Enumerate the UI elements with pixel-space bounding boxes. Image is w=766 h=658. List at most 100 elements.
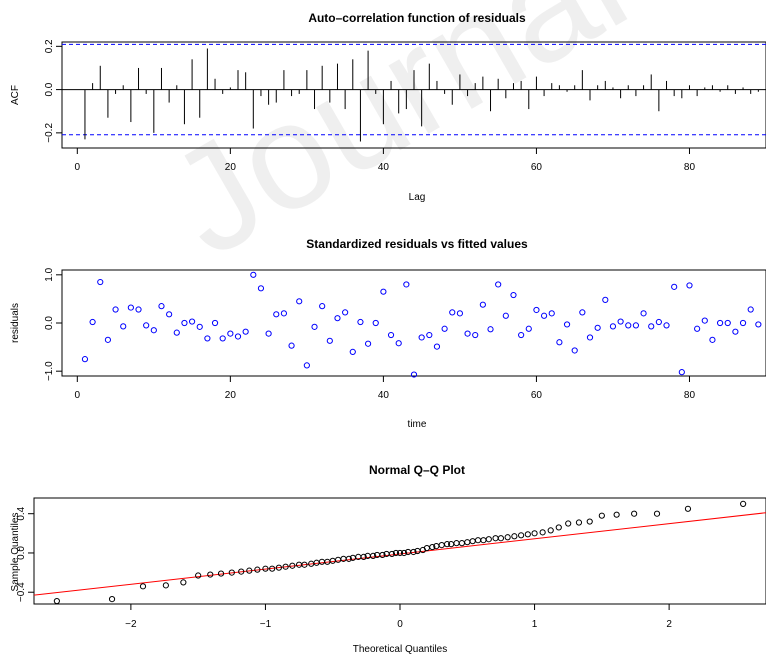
residual-point (510, 291, 517, 299)
residual-point (732, 328, 739, 335)
y-tick-label: −0.4 (16, 582, 27, 602)
qq-point (511, 533, 518, 540)
qq-axes: −2 −1 0 1 2 −0.4 0.0 0.4 (16, 506, 672, 630)
residual-point (395, 340, 402, 347)
residual-point (273, 311, 280, 318)
residual-point (242, 328, 249, 335)
residual-point (632, 322, 640, 329)
residual-point (403, 281, 410, 288)
x-tick-label: 1 (532, 619, 538, 630)
qq-point (438, 542, 445, 549)
qq-point (289, 562, 296, 569)
residual-point (579, 309, 586, 316)
qq-point (740, 500, 747, 507)
qq-point (598, 512, 605, 519)
qq-point (139, 583, 147, 590)
residual-point (548, 310, 555, 317)
residual-point (433, 343, 441, 350)
residual-point (724, 319, 731, 327)
residual-point (464, 330, 471, 337)
residual-point (296, 298, 303, 305)
x-tick-label: 0 (75, 390, 81, 401)
residual-point (441, 325, 448, 332)
x-tick-label: 40 (378, 162, 390, 173)
qq-point (392, 549, 400, 557)
qq-ylabel: Sample Quantiles (10, 513, 21, 592)
qq-point (207, 571, 214, 578)
qq-point (238, 568, 245, 575)
qq-point (254, 566, 261, 573)
residual-point (326, 337, 333, 344)
x-tick-label: 60 (531, 162, 543, 173)
qq-point (555, 524, 562, 531)
qq-point (586, 518, 593, 525)
qq-point (379, 551, 386, 559)
residual-point (211, 319, 219, 327)
qq-point (524, 531, 531, 538)
residual-point (265, 330, 272, 337)
qq-point (474, 537, 482, 544)
residual-point (188, 318, 196, 325)
residual-point (518, 331, 525, 339)
residual-point (747, 306, 754, 313)
qq-point (492, 535, 499, 542)
residual-point (127, 304, 134, 311)
residual-point (640, 310, 647, 317)
qq-point (539, 529, 546, 536)
y-tick-label: 0.4 (16, 506, 27, 520)
qq-point (429, 543, 436, 551)
residual-point (120, 323, 127, 330)
residuals-ylabel: residuals (10, 303, 21, 343)
residual-point (303, 362, 310, 369)
residual-point (257, 285, 265, 292)
residual-point (495, 281, 502, 288)
acf-bars (62, 43, 766, 142)
residual-point (319, 303, 326, 310)
qq-point (410, 548, 417, 556)
x-tick-label: 20 (225, 390, 237, 401)
qq-point (53, 597, 60, 605)
acf-panel: Auto–correlation function of residuals 0… (10, 11, 766, 203)
x-tick-label: 20 (225, 162, 237, 173)
y-tick-label: 0.0 (44, 316, 55, 330)
residual-point (380, 288, 387, 295)
qq-point (613, 511, 620, 518)
x-tick-label: 60 (531, 390, 543, 401)
qq-point (180, 579, 187, 586)
x-tick-label: 80 (684, 162, 696, 173)
qq-point (262, 565, 269, 572)
residual-point (104, 336, 112, 343)
qq-point (217, 570, 225, 577)
y-tick-label: −0.2 (44, 123, 55, 143)
residual-point (173, 329, 180, 336)
qq-point (469, 538, 476, 545)
residual-point (694, 325, 701, 332)
y-tick-label: 0.0 (16, 546, 27, 560)
residual-point (166, 311, 173, 318)
residual-point (617, 318, 624, 325)
x-tick-label: 40 (378, 390, 390, 401)
residuals-title: Standardized residuals vs fitted values (306, 237, 528, 251)
residual-point (755, 321, 762, 328)
qq-point (458, 540, 465, 547)
residual-point (342, 309, 349, 316)
acf-axes: 0 20 40 60 80 −0.2 0.0 0.2 (44, 39, 695, 173)
residual-point (250, 271, 257, 278)
residual-point (150, 327, 157, 334)
qq-point (497, 535, 505, 542)
qq-point (162, 582, 169, 589)
x-tick-label: 0 (397, 619, 403, 630)
qq-point (228, 569, 235, 576)
residual-point (563, 321, 571, 328)
qq-point (565, 520, 572, 527)
acf-plot-frame (61, 41, 766, 149)
x-tick-label: 0 (75, 162, 81, 173)
acf-ylabel: ACF (10, 85, 21, 105)
qq-point (684, 505, 692, 512)
residual-point (410, 371, 418, 378)
residual-point (227, 330, 234, 337)
residual-point (234, 333, 242, 340)
x-tick-label: 80 (684, 390, 696, 401)
residual-point (655, 318, 662, 326)
